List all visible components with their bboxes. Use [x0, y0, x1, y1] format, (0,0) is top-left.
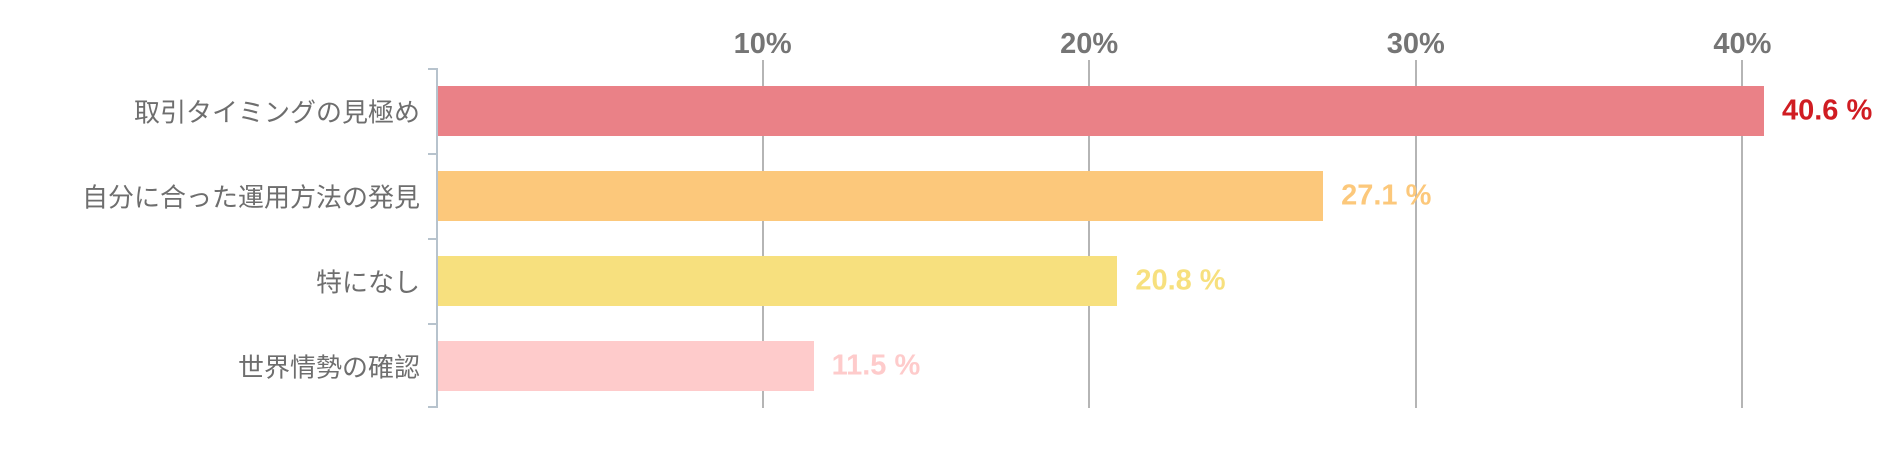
x-axis-tick-label: 30% — [1386, 28, 1445, 60]
value-label: 27.1 % — [1341, 179, 1432, 211]
bar — [438, 170, 1324, 221]
vertical-gridline — [1088, 60, 1091, 408]
value-label: 40.6 % — [1781, 94, 1873, 126]
bar — [438, 85, 1764, 136]
bar — [438, 255, 1118, 306]
y-axis-tick — [428, 153, 437, 155]
value-label: 20.8 % — [1135, 264, 1226, 296]
category-label: 特になし — [315, 267, 420, 297]
y-axis-line — [436, 68, 438, 408]
vertical-gridline — [761, 60, 764, 408]
category-label: 世界情勢の確認 — [237, 352, 420, 382]
value-label: 11.5 % — [831, 349, 921, 381]
category-label: 自分に合った運用方法の発見 — [81, 182, 420, 212]
x-axis-tick-label: 40% — [1713, 28, 1772, 60]
category-label: 取引タイミングの見極め — [133, 97, 420, 127]
y-axis-tick — [428, 323, 437, 325]
vertical-gridline — [1741, 60, 1744, 408]
x-axis-tick-label: 10% — [733, 28, 792, 60]
bar — [438, 340, 814, 391]
y-axis-tick — [428, 68, 437, 70]
vertical-gridline — [1414, 60, 1417, 408]
y-axis-tick — [428, 238, 437, 240]
y-axis-tick — [428, 406, 437, 408]
x-axis-tick-label: 20% — [1060, 28, 1119, 60]
